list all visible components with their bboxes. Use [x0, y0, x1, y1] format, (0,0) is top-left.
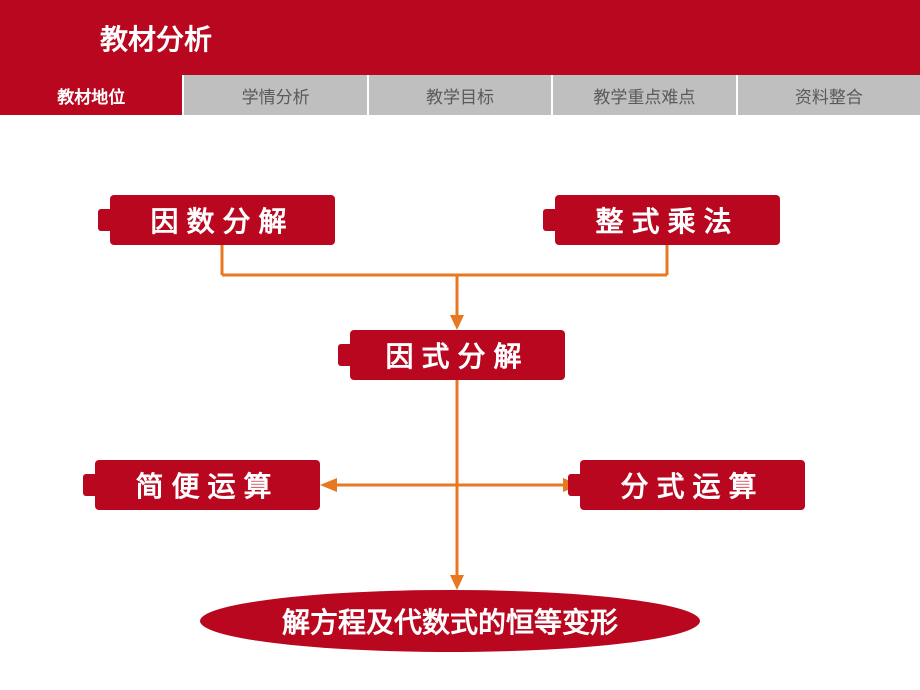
- page-header: 教材分析: [0, 0, 920, 75]
- node-tab-5: [568, 474, 580, 496]
- tab-bar: 教材地位 学情分析 教学目标 教学重点难点 资料整合: [0, 75, 920, 115]
- node-tab-4: [83, 474, 95, 496]
- node-fraction-calculation: 分式运算: [580, 460, 805, 510]
- tab-teaching-goals[interactable]: 教学目标: [369, 75, 553, 115]
- node-polynomial-multiplication: 整式乘法: [555, 195, 780, 245]
- node-equation-transform: 解方程及代数式的恒等变形: [200, 590, 700, 652]
- tab-resource-integration[interactable]: 资料整合: [738, 75, 920, 115]
- node-tab-3: [338, 344, 350, 366]
- node-simple-calculation: 简便运算: [95, 460, 320, 510]
- node-factorization: 因式分解: [350, 330, 565, 380]
- node-tab-2: [543, 209, 555, 231]
- flowchart-diagram: 因数分解 整式乘法 因式分解 简便运算 分式运算 解方程及代数式的恒等变形: [0, 115, 920, 690]
- node-tab-1: [98, 209, 110, 231]
- tab-learning-analysis[interactable]: 学情分析: [184, 75, 368, 115]
- header-title: 教材分析: [100, 18, 212, 58]
- tab-material-position[interactable]: 教材地位: [0, 75, 184, 115]
- node-factor-decomposition: 因数分解: [110, 195, 335, 245]
- tab-key-difficulties[interactable]: 教学重点难点: [553, 75, 737, 115]
